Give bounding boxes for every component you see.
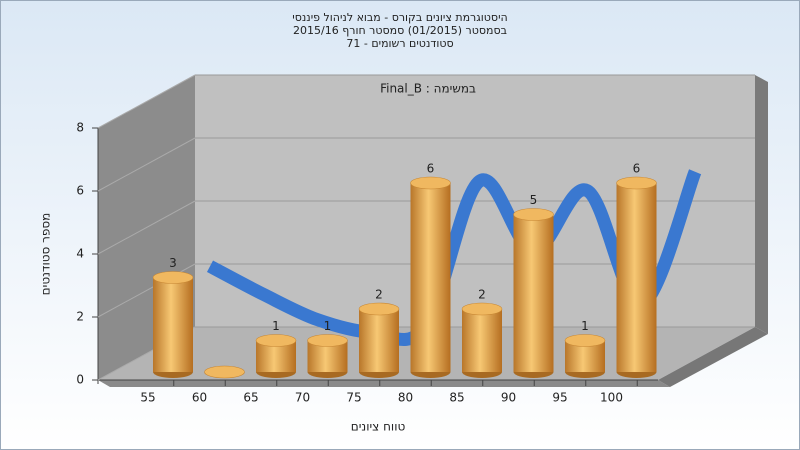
x-tick-label: 55 — [140, 391, 155, 405]
data-label: 2 — [478, 288, 486, 302]
x-tick-label: 80 — [398, 391, 413, 405]
x-tick-label: 70 — [295, 391, 310, 405]
x-tick-label: 60 — [192, 391, 207, 405]
x-tick-label: 100 — [600, 391, 623, 405]
data-label: 1 — [324, 319, 332, 333]
x-axis-label: טווח ציונים — [351, 420, 406, 434]
back-wall-edge — [755, 75, 768, 334]
data-label: 1 — [581, 319, 589, 333]
bar-top — [564, 334, 606, 347]
floor-edge — [98, 380, 670, 387]
x-tick-label: 65 — [243, 391, 258, 405]
y-tick-label: 6 — [76, 184, 84, 198]
bar-top — [461, 302, 503, 316]
grid-line — [97, 137, 196, 192]
x-tick-label: 95 — [552, 391, 567, 405]
x-tick-label: 75 — [346, 391, 361, 405]
data-label: 2 — [375, 288, 383, 302]
data-label: 3 — [169, 256, 177, 270]
annotation: במשימה : Final_B — [380, 82, 476, 96]
bar — [513, 214, 554, 372]
grid-line — [97, 200, 196, 255]
x-tick-label: 90 — [501, 391, 516, 405]
bar-top — [513, 208, 554, 221]
x-tick-label: 85 — [449, 391, 464, 405]
y-tick-label: 2 — [76, 310, 84, 324]
bar-top — [616, 176, 657, 190]
chart-title: בסמסטר (01/2015) סמסטר חורף 2015/16 — [293, 24, 507, 37]
y-tick-label: 8 — [76, 121, 84, 135]
data-label: 6 — [427, 162, 435, 176]
bar — [153, 277, 193, 372]
bar-top — [410, 176, 451, 190]
data-label: 5 — [530, 193, 538, 207]
bar-top — [358, 302, 400, 316]
bar-top — [152, 271, 194, 284]
y-axis-label: מספר סטודנטים — [39, 213, 53, 296]
bar-top — [204, 365, 245, 379]
bar — [616, 183, 657, 372]
bar — [410, 183, 451, 372]
floor-edge — [658, 327, 768, 387]
bar-top — [307, 334, 348, 347]
y-tick-label: 0 — [76, 373, 84, 387]
bar — [359, 309, 399, 372]
bar — [462, 309, 502, 372]
chart-title: היסטוגרמת ציונים בקורס - מבוא לניהול פינ… — [292, 11, 507, 24]
chart-title: סטודנטים רשומים - 71 — [346, 37, 453, 50]
bar-top — [255, 334, 297, 347]
grid-line — [97, 74, 196, 129]
y-tick-label: 4 — [76, 247, 84, 261]
data-label: 6 — [633, 162, 641, 176]
data-label: 1 — [272, 319, 280, 333]
